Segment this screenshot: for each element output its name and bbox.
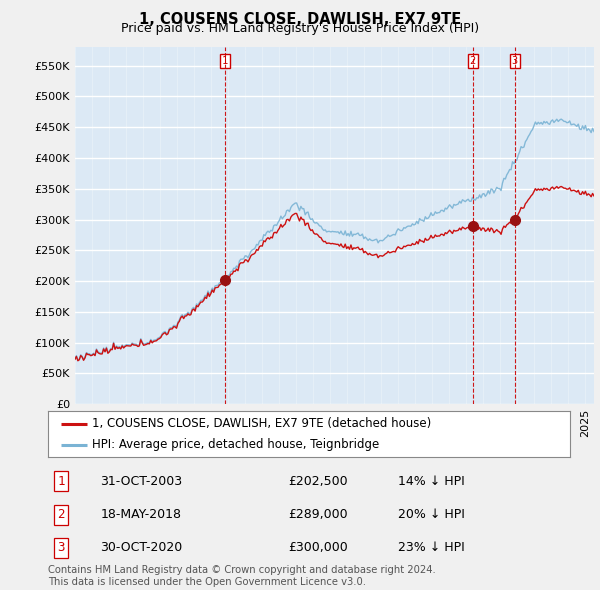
Text: 3: 3 xyxy=(511,56,518,66)
Text: 1: 1 xyxy=(222,56,229,66)
Text: 23% ↓ HPI: 23% ↓ HPI xyxy=(398,541,464,554)
Text: 1, COUSENS CLOSE, DAWLISH, EX7 9TE (detached house): 1, COUSENS CLOSE, DAWLISH, EX7 9TE (deta… xyxy=(92,417,431,430)
Text: 18-MAY-2018: 18-MAY-2018 xyxy=(100,508,181,521)
Text: Price paid vs. HM Land Registry's House Price Index (HPI): Price paid vs. HM Land Registry's House … xyxy=(121,22,479,35)
Text: 30-OCT-2020: 30-OCT-2020 xyxy=(100,541,182,554)
Text: 14% ↓ HPI: 14% ↓ HPI xyxy=(398,475,464,488)
Text: 2: 2 xyxy=(58,508,65,521)
Text: Contains HM Land Registry data © Crown copyright and database right 2024.
This d: Contains HM Land Registry data © Crown c… xyxy=(48,565,436,587)
Text: 20% ↓ HPI: 20% ↓ HPI xyxy=(398,508,464,521)
Text: 31-OCT-2003: 31-OCT-2003 xyxy=(100,475,182,488)
Text: 2: 2 xyxy=(470,56,476,66)
Text: 1: 1 xyxy=(58,475,65,488)
Text: HPI: Average price, detached house, Teignbridge: HPI: Average price, detached house, Teig… xyxy=(92,438,380,451)
Text: £202,500: £202,500 xyxy=(288,475,348,488)
Text: 1, COUSENS CLOSE, DAWLISH, EX7 9TE: 1, COUSENS CLOSE, DAWLISH, EX7 9TE xyxy=(139,12,461,27)
Text: £300,000: £300,000 xyxy=(288,541,348,554)
Text: £289,000: £289,000 xyxy=(288,508,348,521)
Text: 3: 3 xyxy=(58,541,65,554)
